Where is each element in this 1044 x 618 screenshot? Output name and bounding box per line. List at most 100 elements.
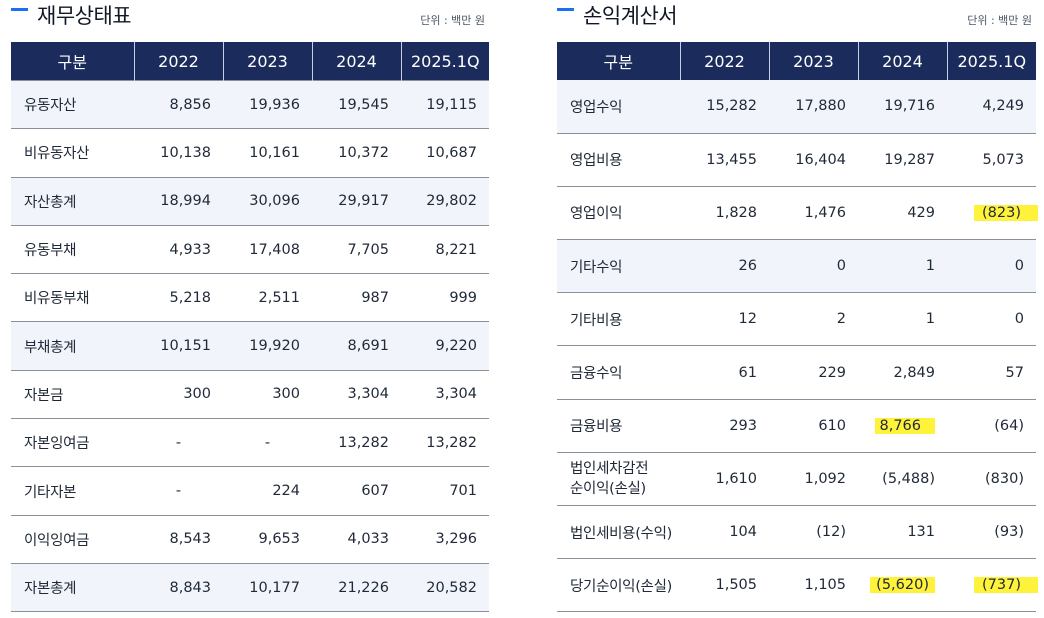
- table-header-row: 구분 2022 2023 2024 2025.1Q: [557, 42, 1036, 80]
- row-label: 유동자산: [11, 79, 134, 130]
- table-row: 이익잉여금 8,543 9,653 4,033 3,296: [11, 515, 489, 564]
- cell-value: 5,218: [134, 273, 223, 323]
- cell-value: 5,073: [947, 133, 1036, 187]
- column-header: 2025.1Q: [946, 42, 1036, 80]
- row-label: 법인세차감전 순이익(손실): [557, 452, 680, 507]
- column-header: 2023: [222, 42, 312, 81]
- cell-value: (93): [947, 505, 1036, 560]
- highlighted-value: 8,766: [875, 417, 935, 434]
- cell-value: 1: [858, 239, 947, 294]
- row-label: 법인세비용(수익): [557, 505, 680, 560]
- cell-value: 8,543: [134, 515, 223, 564]
- column-header: 구분: [11, 42, 134, 81]
- table-header-row: 구분 2022 2023 2024 2025.1Q: [11, 42, 489, 81]
- cell-value: 0: [947, 292, 1036, 347]
- cell-value: (5,488): [858, 452, 947, 507]
- cell-value: 19,716: [858, 80, 947, 134]
- table-row: 기타비용 12 2 1 0: [557, 292, 1036, 347]
- table-row: 법인세차감전 순이익(손실) 1,610 1,092 (5,488) (830): [557, 452, 1036, 507]
- cell-value: 61: [680, 345, 769, 400]
- cell-value: 10,161: [223, 128, 312, 178]
- cell-value: 1,828: [680, 186, 769, 241]
- balance-sheet-panel: 재무상태표 단위 : 백만 원 구분 2022 2023 2024 2025.1…: [11, 0, 489, 613]
- row-label-line: 법인세차감전: [570, 460, 649, 477]
- cell-value: 29,917: [312, 177, 401, 226]
- cell-value: (823): [947, 186, 1038, 241]
- table-row: 유동부채 4,933 17,408 7,705 8,221: [11, 225, 489, 275]
- column-header: 2022: [679, 42, 769, 80]
- row-label: 영업비용: [557, 133, 680, 187]
- column-header: 2023: [768, 42, 858, 80]
- row-label: 영업수익: [557, 80, 680, 134]
- balance-sheet-title: 재무상태표: [37, 4, 132, 28]
- highlighted-value: (5,620): [870, 577, 935, 594]
- row-label: 기타비용: [557, 292, 680, 347]
- cell-value: 15,282: [680, 80, 769, 134]
- cell-value: 1,505: [680, 558, 769, 613]
- income-statement-table: 구분 2022 2023 2024 2025.1Q 영업수익 15,282 17…: [557, 42, 1038, 613]
- cell-value: 29,802: [401, 177, 489, 226]
- column-header: 2024: [311, 42, 401, 81]
- row-label: 이익잉여금: [11, 515, 134, 564]
- cell-value: 8,691: [312, 321, 401, 371]
- cell-value: -: [134, 466, 223, 516]
- row-label: 부채총계: [11, 321, 134, 371]
- income-statement-panel: 손익계산서 단위 : 백만 원 구분 2022 2023 2024 2025.1…: [557, 0, 1038, 613]
- cell-value: 224: [223, 466, 312, 516]
- table-row: 당기순이익(손실) 1,505 1,105 (5,620) (737): [557, 558, 1038, 613]
- cell-value: 13,282: [312, 418, 401, 468]
- cell-value: 1,105: [769, 558, 858, 613]
- row-label: 기타자본: [11, 466, 134, 516]
- row-label: 비유동자산: [11, 128, 134, 178]
- cell-value: 19,287: [858, 133, 947, 187]
- cell-value: 3,304: [312, 370, 401, 420]
- cell-value: 30,096: [223, 177, 312, 226]
- table-row: 영업이익 1,828 1,476 429 (823): [557, 186, 1038, 241]
- cell-value: 1,610: [680, 452, 769, 507]
- table-row: 금융수익 61 229 2,849 57: [557, 345, 1036, 400]
- cell-value: 21,226: [312, 563, 401, 613]
- cell-value: 10,151: [134, 321, 223, 371]
- cell-value: 13,455: [680, 133, 769, 187]
- cell-value: 429: [858, 186, 947, 241]
- cell-value: 10,138: [134, 128, 223, 178]
- cell-value: 8,766: [858, 399, 947, 453]
- cell-value: 17,880: [769, 80, 858, 134]
- row-label: 자본금: [11, 370, 134, 420]
- cell-value: 701: [401, 466, 489, 516]
- row-label-line: 순이익(손실): [570, 480, 646, 497]
- column-header: 2025.1Q: [400, 42, 489, 81]
- table-row: 부채총계 10,151 19,920 8,691 9,220: [11, 321, 489, 371]
- table-row: 비유동부채 5,218 2,511 987 999: [11, 273, 489, 323]
- cell-value: 13,282: [401, 418, 489, 468]
- cell-value: 18,994: [134, 177, 223, 226]
- cell-value: (5,620): [858, 558, 947, 613]
- cell-value: 104: [680, 505, 769, 560]
- cell-value: 300: [223, 370, 312, 420]
- table-row: 자본총계 8,843 10,177 21,226 20,582: [11, 563, 489, 613]
- cell-value: 293: [680, 399, 769, 453]
- row-label: 유동부채: [11, 225, 134, 275]
- row-label: 금융비용: [557, 399, 680, 453]
- cell-value: 4,033: [312, 515, 401, 564]
- cell-value: 7,705: [312, 225, 401, 275]
- column-header: 2022: [133, 42, 223, 81]
- cell-value: 0: [947, 239, 1036, 294]
- cell-value: 10,687: [401, 128, 489, 178]
- cell-value: 9,220: [401, 321, 489, 371]
- cell-value: (12): [769, 505, 858, 560]
- title-accent-bar: [557, 8, 574, 11]
- balance-sheet-header: 재무상태표 단위 : 백만 원: [11, 0, 489, 42]
- income-statement-unit: 단위 : 백만 원: [967, 14, 1032, 27]
- income-statement-title: 손익계산서: [583, 4, 678, 28]
- cell-value: 3,296: [401, 515, 489, 564]
- table-row: 금융비용 293 610 8,766 (64): [557, 399, 1036, 453]
- cell-value: 999: [401, 273, 489, 323]
- cell-value: 16,404: [769, 133, 858, 187]
- cell-value: 607: [312, 466, 401, 516]
- cell-value: 8,221: [401, 225, 489, 275]
- cell-value: 131: [858, 505, 947, 560]
- cell-value: 4,933: [134, 225, 223, 275]
- row-label: 기타수익: [557, 239, 680, 294]
- cell-value: 26: [680, 239, 769, 294]
